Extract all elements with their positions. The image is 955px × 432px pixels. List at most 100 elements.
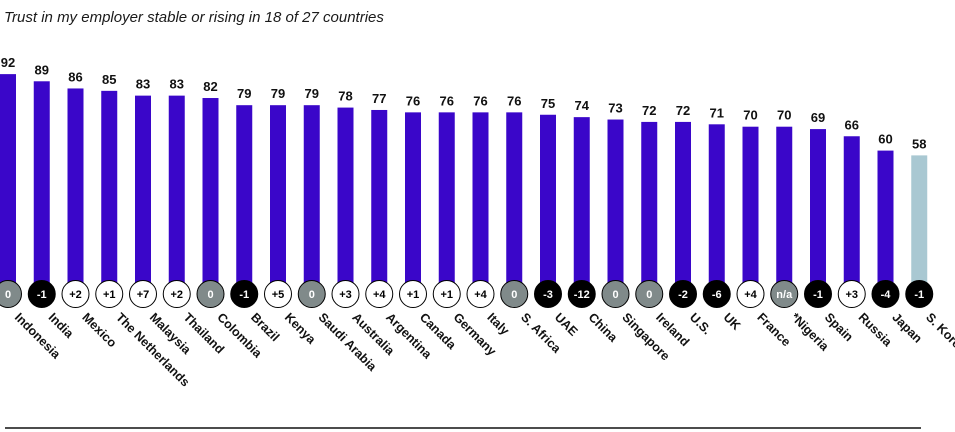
value-label: 72 bbox=[642, 103, 656, 118]
change-label: +3 bbox=[339, 289, 352, 301]
bar-7 bbox=[236, 105, 253, 294]
bar-1 bbox=[33, 81, 50, 294]
bar-25 bbox=[843, 136, 860, 294]
change-badge bbox=[567, 280, 596, 308]
value-label: 79 bbox=[237, 86, 251, 101]
bar-24 bbox=[810, 129, 826, 294]
value-label: 73 bbox=[608, 101, 622, 116]
bar-22 bbox=[742, 126, 759, 294]
change-label: -4 bbox=[881, 289, 892, 301]
change-badge bbox=[162, 280, 191, 308]
value-label: 69 bbox=[811, 110, 825, 125]
change-badge bbox=[196, 280, 225, 308]
change-badge bbox=[365, 280, 394, 308]
value-label: 66 bbox=[845, 117, 859, 132]
change-label: +1 bbox=[440, 289, 453, 301]
value-label: 78 bbox=[338, 89, 352, 104]
category-label: Kenya bbox=[282, 310, 319, 347]
category-label: France bbox=[754, 310, 793, 349]
bar-19 bbox=[641, 121, 658, 294]
value-label: 76 bbox=[473, 93, 487, 108]
bar-20 bbox=[675, 121, 691, 294]
change-label: +3 bbox=[845, 289, 858, 301]
change-badge bbox=[534, 280, 562, 308]
value-label: 77 bbox=[372, 91, 386, 106]
change-badge bbox=[500, 280, 529, 308]
change-badge bbox=[601, 280, 630, 308]
value-label: 79 bbox=[305, 86, 319, 101]
category-label: UAE bbox=[552, 310, 581, 339]
value-label: 85 bbox=[102, 72, 116, 87]
bar-10 bbox=[337, 107, 354, 294]
category-label: Japan bbox=[889, 310, 924, 345]
bar-2 bbox=[67, 88, 84, 295]
bar-21 bbox=[708, 124, 725, 294]
bar-27 bbox=[911, 155, 928, 294]
change-label: +2 bbox=[170, 289, 183, 301]
bar-14 bbox=[472, 112, 489, 294]
change-label: -6 bbox=[712, 289, 722, 301]
category-label: S. Korea bbox=[923, 310, 955, 357]
change-label: -1 bbox=[37, 289, 47, 301]
value-label: 79 bbox=[271, 86, 285, 101]
bar-12 bbox=[405, 112, 421, 294]
value-label: 74 bbox=[575, 98, 590, 113]
change-label: -1 bbox=[914, 289, 924, 301]
value-label: 76 bbox=[406, 93, 420, 108]
category-label: Italy bbox=[484, 310, 512, 338]
bar-17 bbox=[573, 117, 590, 294]
change-badges-group: 0 -1 +2 +1 +7 +2 0 -1 +5 0 +3 +4 +1 +1 +4 0 -3 -12 0 0 -2 -6 +… bbox=[0, 280, 934, 308]
change-badge bbox=[736, 280, 765, 308]
category-label: India bbox=[46, 310, 77, 341]
change-label: 0 bbox=[5, 289, 11, 301]
change-badge bbox=[129, 280, 157, 308]
change-badge bbox=[871, 280, 900, 308]
bar-23 bbox=[776, 126, 793, 294]
change-label: +2 bbox=[69, 289, 82, 301]
value-label: 72 bbox=[676, 103, 690, 118]
change-badge bbox=[770, 280, 799, 308]
change-label: +1 bbox=[407, 289, 420, 301]
chart-title: Trust in my employer stable or rising in… bbox=[4, 9, 384, 26]
category-label: Mexico bbox=[79, 310, 119, 350]
category-label: UK bbox=[721, 310, 744, 333]
value-label: 82 bbox=[203, 79, 217, 94]
bar-4 bbox=[135, 95, 151, 294]
bar-9 bbox=[303, 105, 320, 294]
value-label: 86 bbox=[68, 69, 82, 84]
value-label: 83 bbox=[136, 77, 150, 92]
change-label: 0 bbox=[612, 289, 618, 301]
bar-11 bbox=[371, 109, 388, 294]
change-label: 0 bbox=[309, 289, 315, 301]
bar-3 bbox=[101, 90, 118, 294]
change-badge bbox=[905, 280, 934, 308]
bars-group bbox=[0, 74, 928, 295]
change-label: +7 bbox=[137, 289, 150, 301]
value-label: 58 bbox=[912, 136, 926, 151]
value-labels-group: 92 89 86 85 83 83 82 79 79 79 78 77 76 76 76 76 75 74 73 72… bbox=[1, 55, 927, 151]
value-label: 92 bbox=[1, 55, 15, 70]
change-label: +4 bbox=[474, 289, 487, 301]
change-badge bbox=[264, 280, 292, 308]
category-label: China bbox=[586, 310, 621, 345]
value-label: 60 bbox=[878, 132, 892, 147]
bar-0 bbox=[0, 74, 16, 295]
change-label: 0 bbox=[646, 289, 652, 301]
change-badge bbox=[230, 280, 259, 308]
change-badge bbox=[0, 280, 22, 308]
change-label: 0 bbox=[511, 289, 517, 301]
change-label: -2 bbox=[678, 289, 688, 301]
change-label: -1 bbox=[239, 289, 249, 301]
change-label: +5 bbox=[272, 289, 285, 301]
change-badge bbox=[297, 280, 326, 308]
change-badge bbox=[399, 280, 427, 308]
change-badge bbox=[669, 280, 697, 308]
change-badge bbox=[635, 280, 664, 308]
change-label: +4 bbox=[744, 289, 757, 301]
bar-8 bbox=[270, 105, 286, 294]
change-badge bbox=[702, 280, 731, 308]
change-badge bbox=[432, 280, 461, 308]
bar-26 bbox=[877, 150, 894, 294]
